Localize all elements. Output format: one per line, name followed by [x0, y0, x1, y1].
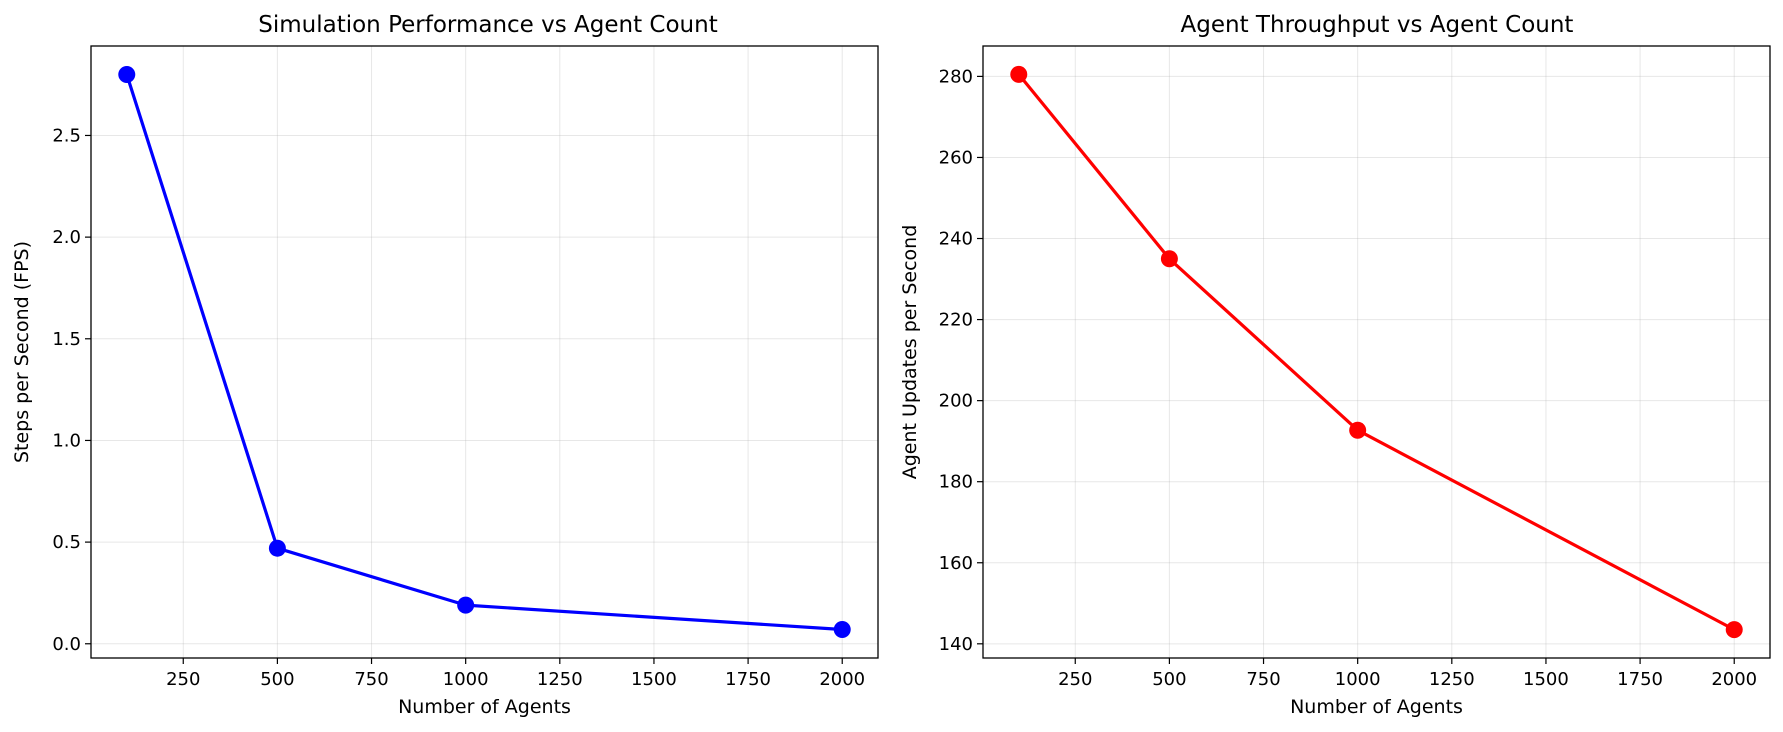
throughput-chart-ytick-label: 220 — [939, 310, 973, 331]
fps-chart-xtick-label: 750 — [354, 669, 388, 690]
fps-chart-series-line — [125, 72, 844, 632]
throughput-chart-xtick-label: 1750 — [1617, 669, 1663, 690]
throughput-chart: Agent Throughput vs Agent Count 250 500 75… — [899, 12, 1771, 718]
fps-chart-data-point — [268, 539, 286, 557]
fps-chart-xlabel: Number of Agents — [398, 696, 571, 718]
throughput-chart-ytick-label: 160 — [939, 553, 973, 574]
throughput-chart-data-point — [1725, 621, 1743, 639]
fps-chart-data-point — [457, 596, 475, 614]
fps-chart-xtick-label: 1250 — [537, 669, 583, 690]
throughput-chart-ytick-label: 280 — [939, 66, 973, 87]
throughput-chart-xtick-label: 1000 — [1335, 669, 1381, 690]
fps-chart-xtick-label: 1500 — [631, 669, 677, 690]
throughput-chart-xlabel: Number of Agents — [1290, 696, 1463, 718]
fps-chart-data-point — [118, 65, 136, 83]
fps-chart-ytick-label: 1.5 — [52, 329, 81, 350]
fps-chart-xtick-label: 500 — [260, 669, 294, 690]
throughput-chart-ylabel: Agent Updates per Second — [899, 225, 921, 480]
throughput-chart-xtick-label: 250 — [1058, 669, 1092, 690]
fps-chart: Simulation Performance vs Agent Count 25… — [11, 12, 879, 718]
throughput-chart-xtick-label: 500 — [1152, 669, 1186, 690]
throughput-chart-xtick-label: 750 — [1246, 669, 1280, 690]
fps-chart-xtick-label: 2000 — [819, 669, 865, 690]
fps-chart-xtick-label: 1750 — [725, 669, 771, 690]
throughput-chart-ticks: 250 500 750 1000 1250 1500 1750 2000 140 160 180 20… — [939, 66, 1757, 690]
fps-chart-ytick-label: 0.5 — [52, 532, 81, 553]
fps-chart-ytick-label: 2.0 — [52, 227, 81, 248]
fps-chart-data-point — [833, 621, 851, 639]
fps-chart-ytick-label: 0.0 — [52, 634, 81, 655]
fps-chart-frame — [90, 45, 879, 659]
fps-chart-marks — [118, 65, 851, 639]
fps-chart-title: Simulation Performance vs Agent Count — [258, 12, 717, 38]
throughput-chart-ytick-label: 240 — [939, 229, 973, 250]
throughput-chart-data-point — [1010, 65, 1028, 83]
throughput-chart-grid — [983, 46, 1770, 658]
throughput-chart-ytick-label: 200 — [939, 391, 973, 412]
fps-chart-grid — [91, 46, 878, 658]
throughput-chart-data-point — [1349, 421, 1367, 439]
throughput-chart-ytick-label: 180 — [939, 472, 973, 493]
fps-chart-ytick-label: 2.5 — [52, 125, 81, 146]
throughput-chart-xtick-label: 2000 — [1711, 669, 1757, 690]
fps-chart-ylabel: Steps per Second (FPS) — [11, 241, 33, 463]
throughput-chart-xtick-label: 1500 — [1523, 669, 1569, 690]
throughput-chart-ytick-label: 140 — [939, 634, 973, 655]
fps-chart-ytick-label: 1.0 — [52, 430, 81, 451]
fps-chart-xtick-label: 1000 — [443, 669, 489, 690]
throughput-chart-frame — [982, 45, 1771, 659]
fps-chart-xtick-label: 250 — [166, 669, 200, 690]
throughput-chart-xtick-label: 1250 — [1429, 669, 1475, 690]
throughput-chart-data-point — [1160, 250, 1178, 268]
throughput-chart-marks — [1010, 65, 1743, 639]
throughput-chart-series-line — [1017, 72, 1736, 632]
throughput-chart-ytick-label: 260 — [939, 147, 973, 168]
throughput-chart-title: Agent Throughput vs Agent Count — [1181, 12, 1574, 38]
fps-chart-ticks: 250 500 750 1000 1250 1500 1750 2000 0.0 0.5 1.0 1.… — [52, 125, 865, 690]
